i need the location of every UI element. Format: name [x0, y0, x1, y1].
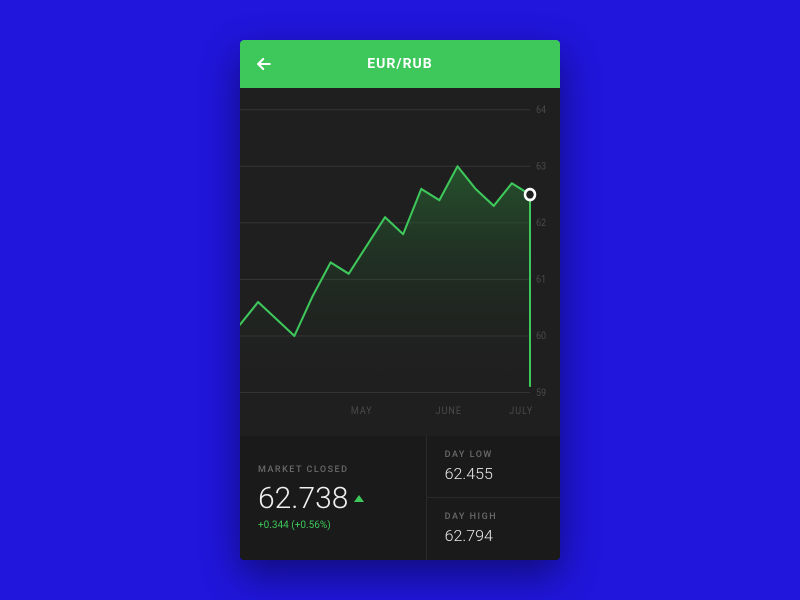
svg-text:63: 63: [536, 161, 546, 172]
stat-main-value-row: 62.738: [258, 481, 408, 516]
header-bar: EUR/RUB: [240, 40, 560, 88]
stat-main-value: 62.738: [258, 481, 348, 516]
stats-panel: MARKET CLOSED 62.738 +0.344 (+0.56%) DAY…: [240, 436, 560, 560]
svg-text:61: 61: [536, 274, 546, 285]
svg-text:JULY: JULY: [509, 406, 533, 417]
stat-market-closed: MARKET CLOSED 62.738 +0.344 (+0.56%): [240, 436, 427, 560]
svg-text:MAY: MAY: [351, 406, 373, 417]
stat-main-label: MARKET CLOSED: [258, 465, 408, 475]
stat-day-low: DAY LOW 62.455: [427, 436, 560, 498]
stat-low-value: 62.455: [445, 464, 542, 483]
pair-title: EUR/RUB: [240, 56, 560, 72]
svg-text:59: 59: [536, 387, 546, 398]
svg-text:62: 62: [536, 218, 546, 229]
stat-change-text: +0.344 (+0.56%): [258, 520, 408, 531]
trend-up-icon: [354, 495, 364, 502]
stat-high-label: DAY HIGH: [445, 512, 542, 522]
back-arrow-icon: [254, 54, 274, 74]
rate-card: EUR/RUB 64 63 62 61 60 59 MAY JUNE JULY MARKET C…: [240, 40, 560, 560]
stat-high-value: 62.794: [445, 526, 542, 545]
back-button[interactable]: [254, 54, 274, 74]
chart-canvas: 64 63 62 61 60 59 MAY JUNE JULY: [240, 88, 560, 436]
svg-text:60: 60: [536, 331, 546, 342]
stat-day-high: DAY HIGH 62.794: [427, 498, 560, 560]
svg-text:JUNE: JUNE: [436, 406, 462, 417]
price-chart[interactable]: 64 63 62 61 60 59 MAY JUNE JULY: [240, 88, 560, 436]
svg-text:64: 64: [536, 105, 547, 116]
stat-low-label: DAY LOW: [445, 450, 542, 460]
